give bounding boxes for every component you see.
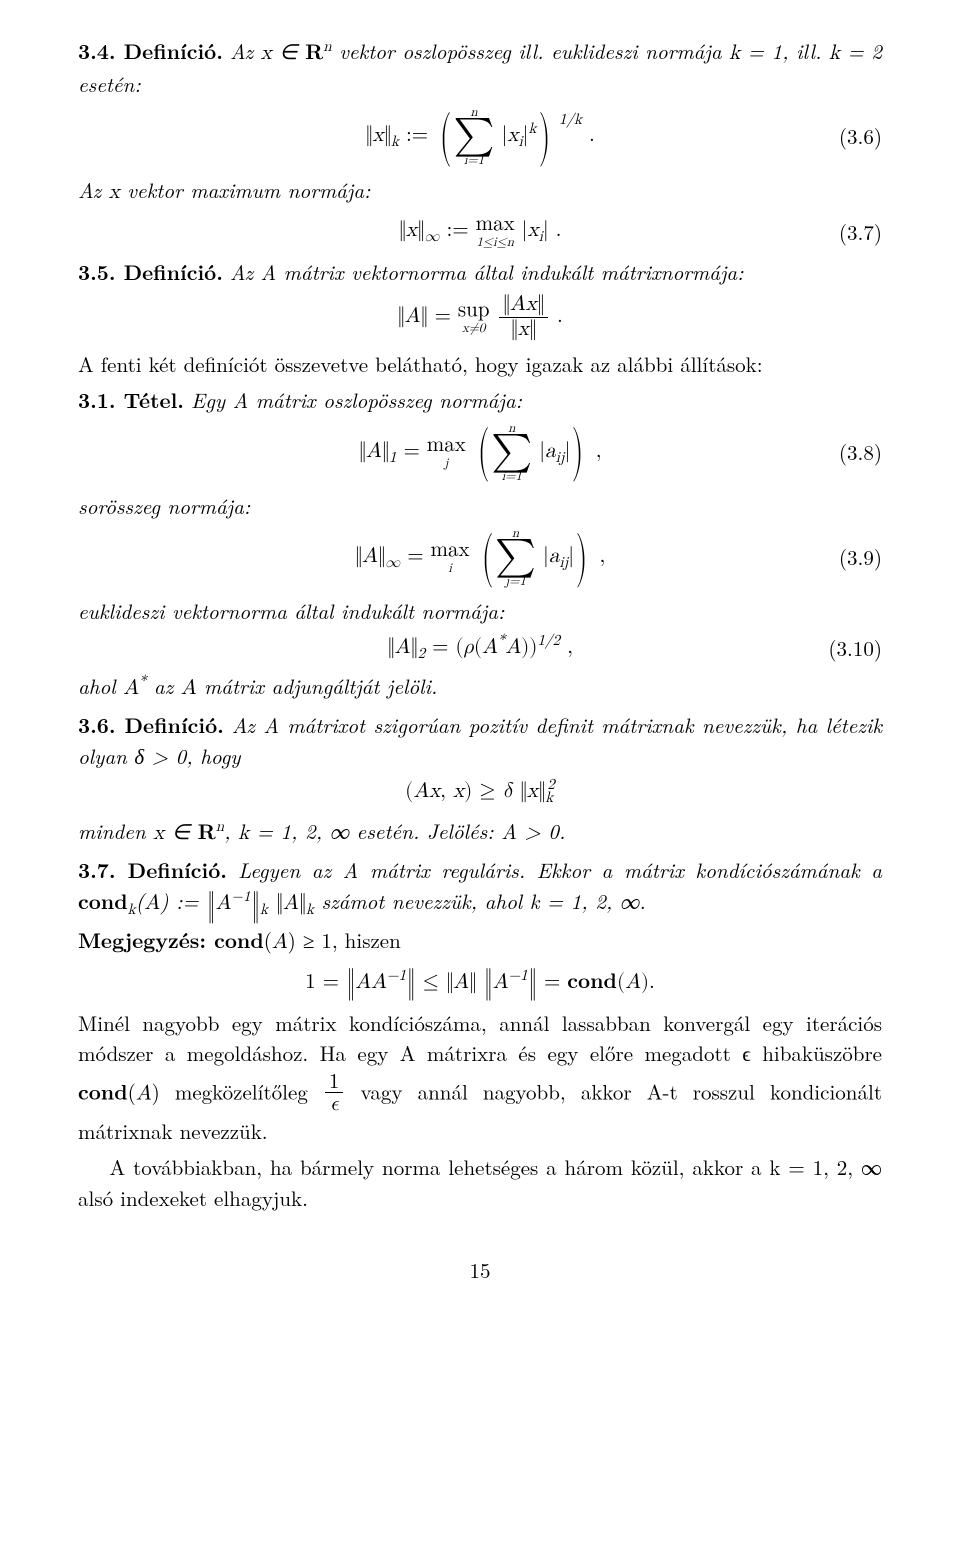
megjegyzes: Megjegyzés: cond(A) ≥ 1, hiszen (78, 925, 882, 958)
def-3-5: 3.5. Definíció. Az A mátrix vektornorma … (78, 257, 882, 287)
eq-3-7-body: ‖x‖∞ := max1≤i≤n |xi| . (148, 214, 812, 249)
def-3-6-heading: 3.6. Definíció. (78, 710, 224, 740)
eq-3-7: ‖x‖∞ := max1≤i≤n |xi| . (3.7) (78, 214, 882, 249)
def-3-7: 3.7. Definíció. Legyen az A mátrix regul… (78, 855, 882, 919)
eq-3-8-body: ‖A‖1 = maxj ( n∑i=1 |aij| ) , (148, 422, 812, 483)
eq-3-10: ‖A‖2 = (ρ(A*A))1/2 , (3.10) (78, 633, 882, 663)
eq-spd: (Ax, x) ≥ δ ‖x‖k2 (78, 777, 882, 807)
def-3-4: 3.4. Definíció. Az x ∈ Rn vektor oszlopö… (78, 36, 882, 100)
thm-3-1-heading: 3.1. Tétel. (78, 385, 184, 415)
def-3-4-heading: 3.4. Definíció. (78, 36, 223, 66)
eq-3-7-number: (3.7) (812, 217, 882, 247)
eq-3-8: ‖A‖1 = maxj ( n∑i=1 |aij| ) , (3.8) (78, 422, 882, 483)
eq-3-6-number: (3.6) (812, 121, 882, 151)
eq-3-8-number: (3.8) (812, 437, 882, 467)
def-3-7-heading: 3.7. Definíció. (78, 855, 227, 885)
eq-3-9-body: ‖A‖∞ = maxi ( n∑j=1 |aij| ) , (148, 527, 812, 588)
para-minel: Minél nagyobb egy mátrix kondíciószáma, … (78, 1008, 882, 1146)
after-def35: A fenti két definíciót összevetve beláth… (78, 349, 882, 379)
eq-3-9-number: (3.9) (812, 542, 882, 572)
page-number: 15 (78, 1255, 882, 1285)
eq-3-10-number: (3.10) (812, 633, 882, 663)
def-3-5-heading: 3.5. Definíció. (78, 257, 223, 287)
thm-3-1: 3.1. Tétel. Egy A mátrix oszlopösszeg no… (78, 385, 882, 415)
eq-cond-bound: 1 = ‖AA−1‖ ≤ ‖A‖ ‖A−1‖ = cond(A). (78, 965, 882, 1000)
eq-3-6-body: ‖x‖k := ( n∑i=1 |xi|k ) 1/k . (148, 106, 812, 167)
def-3-5-text: Az A mátrix vektornorma által indukált m… (230, 257, 744, 287)
eq-3-6: ‖x‖k := ( n∑i=1 |xi|k ) 1/k . (3.6) (78, 106, 882, 167)
ahol-line: ahol A* az A mátrix adjungáltját jelöli. (78, 671, 882, 704)
thm-3-1-text: Egy A mátrix oszlopösszeg normája: (191, 385, 522, 415)
eq-matrixnorm: ‖A‖ = supx≠0 ‖Ax‖ ‖x‖ . (78, 294, 882, 341)
para-tovabbiak: A továbbiakban, ha bármely norma lehetsé… (78, 1152, 882, 1213)
max-norm-text: Az x vektor maximum normája: (78, 175, 882, 208)
euk-line: euklideszi vektornorma által indukált no… (78, 596, 882, 626)
def-3-6: 3.6. Definíció. Az A mátrixot szigorúan … (78, 710, 882, 771)
eq-3-10-body: ‖A‖2 = (ρ(A*A))1/2 , (148, 633, 812, 663)
eq-3-9: ‖A‖∞ = maxi ( n∑j=1 |aij| ) , (3.9) (78, 527, 882, 588)
minden-line: minden x ∈ Rn, k = 1, 2, ∞ esetén. Jelöl… (78, 816, 882, 849)
sorosszeg-text: sorösszeg normája: (78, 491, 882, 521)
